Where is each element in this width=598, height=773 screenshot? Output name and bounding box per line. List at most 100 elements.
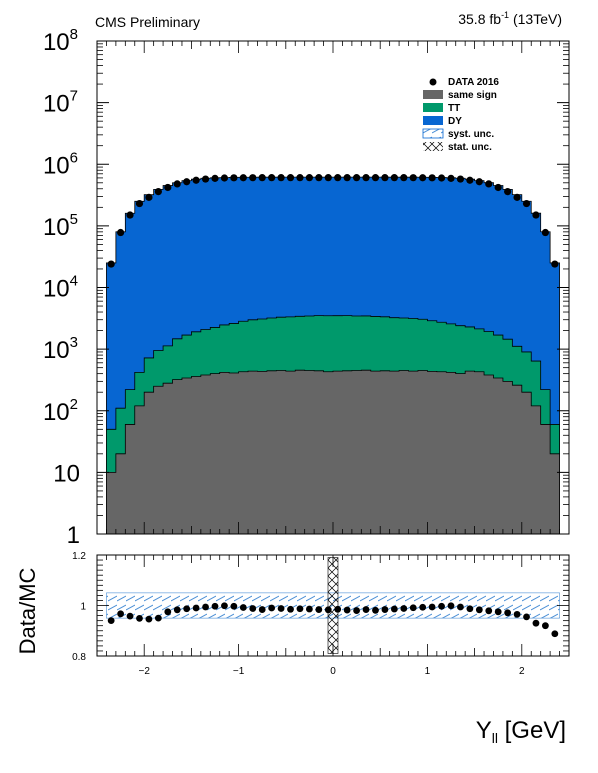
ratio-point: [419, 603, 427, 611]
ratio-x-tick-label: 0: [330, 666, 336, 677]
ratio-point: [211, 602, 219, 610]
y-tick-label: 105: [43, 211, 78, 241]
data-point: [504, 187, 512, 196]
ratio-point: [457, 603, 464, 611]
legend-label-stat: stat. unc.: [448, 142, 492, 153]
ratio-y-tick-label: 1.2: [72, 551, 86, 562]
legend-label-syst: syst. unc.: [448, 129, 494, 140]
data-point: [164, 183, 172, 192]
data-point: [230, 174, 238, 182]
y-tick-label: 10: [53, 460, 80, 487]
ratio-x-tick-label: 1: [425, 666, 431, 677]
legend-label-tt: TT: [448, 103, 460, 114]
data-point: [532, 211, 540, 219]
ratio-x-tick-label: −1: [233, 666, 245, 677]
data-point: [541, 228, 550, 237]
legend-label-same-sign: same sign: [448, 90, 497, 101]
ratio-plot-panel: 0.8 1 1.2 −2 −1 0 1 2 Data/MC Yll [GeV]: [15, 551, 570, 746]
data-point: [494, 183, 502, 192]
data-point: [117, 228, 125, 237]
ratio-point: [230, 602, 238, 610]
data-point: [135, 199, 144, 208]
data-point: [107, 260, 115, 268]
data-point: [409, 174, 417, 182]
ratio-point: [117, 610, 124, 618]
histogram-same-sign: [106, 369, 560, 534]
ratio-point: [324, 606, 332, 614]
data-point: [220, 174, 229, 182]
cms-label: CMS Preliminary: [95, 14, 200, 30]
data-point: [296, 174, 304, 182]
data-point: [192, 176, 200, 184]
ratio-point: [334, 605, 342, 613]
data-point: [145, 193, 153, 201]
data-point: [428, 174, 436, 182]
ratio-point: [221, 602, 228, 610]
luminosity-label: 35.8 fb-1 (13TeV): [458, 10, 562, 27]
data-point: [315, 174, 323, 182]
main-axis-ticks: [97, 40, 569, 535]
ratio-point: [428, 603, 436, 611]
legend-marker-data: [429, 78, 437, 86]
legend-label-data: DATA 2016: [448, 77, 499, 88]
ratio-x-tick-label: −2: [138, 666, 150, 677]
data-point: [475, 178, 483, 186]
ratio-point: [107, 617, 115, 625]
data-point: [277, 174, 285, 182]
data-point: [522, 199, 531, 208]
y-tick-label: 103: [43, 334, 78, 364]
legend-swatch-same-sign: [423, 90, 443, 99]
ratio-y-tick-labels: 0.8 1 1.2: [72, 551, 86, 663]
ratio-x-tick-label: 2: [519, 666, 525, 677]
ratio-point: [154, 614, 162, 622]
ratio-point: [504, 609, 512, 617]
data-point: [456, 175, 465, 183]
legend-swatch-syst: [422, 128, 444, 139]
data-point: [334, 174, 342, 182]
data-point: [126, 211, 134, 219]
ratio-point: [126, 612, 134, 620]
data-point: [466, 176, 474, 184]
y-tick-label: 108: [43, 26, 78, 56]
stacked-histograms: [106, 176, 560, 534]
data-point: [400, 174, 408, 182]
data-point: [324, 174, 332, 182]
ratio-point: [277, 605, 285, 612]
ratio-point: [239, 604, 247, 611]
data-point: [362, 174, 370, 182]
y-tick-label: 106: [43, 149, 78, 179]
data-point: [211, 174, 219, 182]
data-point: [268, 174, 276, 182]
y-tick-label: 1: [67, 522, 80, 549]
ratio-x-tick-labels: −2 −1 0 1 2: [138, 666, 525, 677]
legend-swatch-dy: [423, 116, 443, 125]
data-point: [513, 193, 521, 201]
ratio-point: [296, 605, 304, 613]
main-y-tick-labels: 1 10 102 103 104 105 106 107 108: [43, 26, 80, 549]
data-point: [485, 180, 493, 188]
legend: DATA 2016 same sign TT DY syst. unc. sta…: [422, 77, 499, 153]
ratio-point: [400, 605, 408, 612]
y-tick-label: 102: [43, 396, 78, 426]
ratio-point: [315, 606, 323, 613]
data-point: [183, 178, 191, 186]
ratio-point: [258, 606, 266, 613]
data-point: [381, 174, 389, 182]
ratio-point: [494, 608, 502, 616]
ratio-point: [542, 622, 549, 630]
ratio-y-tick-label: 1: [80, 602, 86, 613]
ratio-point: [287, 605, 294, 613]
y-tick-label: 107: [43, 88, 78, 118]
y-tick-label: 104: [43, 273, 78, 303]
data-point: [239, 174, 247, 182]
ratio-point: [192, 604, 200, 612]
ratio-point: [306, 605, 313, 613]
data-point: [286, 174, 295, 182]
stat-uncertainty-bar: [327, 557, 339, 654]
data-point: [551, 260, 559, 268]
ratio-point: [513, 610, 521, 618]
ratio-point: [353, 607, 360, 614]
main-plot-panel: 1 10 102 103 104 105 106 107 108 DATA 2016 same …: [43, 26, 570, 549]
ratio-point: [249, 605, 257, 612]
